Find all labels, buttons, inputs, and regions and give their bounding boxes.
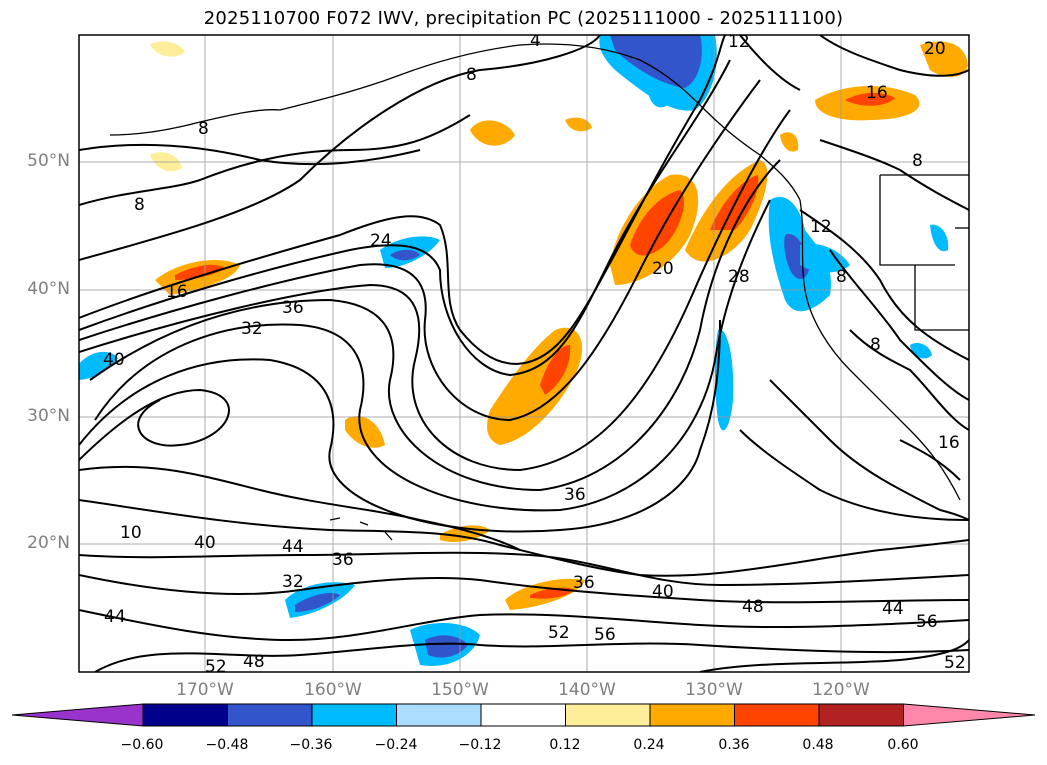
iwv-contours <box>79 35 969 672</box>
contour-label: 28 <box>728 267 750 287</box>
lon-label: 150°W <box>431 680 489 700</box>
contour-label: 20 <box>924 39 946 59</box>
colorbar-tick-label: 0.60 <box>887 737 919 753</box>
colorbar-tick-label: −0.12 <box>458 737 502 753</box>
contour-label: 36 <box>564 485 586 505</box>
contour-label: 20 <box>652 259 674 279</box>
contour-label: 12 <box>810 217 832 237</box>
colorbar-tick-label: −0.60 <box>120 737 164 753</box>
colorbar-bin <box>311 703 397 727</box>
contour-label: 32 <box>241 319 263 339</box>
colorbar-bin <box>734 703 820 727</box>
contour-labels: 4 12 20 8 16 8 8 24 36 32 16 40 20 28 12… <box>103 31 966 677</box>
contour-label: 4 <box>530 31 541 51</box>
contour-label: 40 <box>652 582 674 602</box>
contour-label: 36 <box>573 573 595 593</box>
colorbar-bin <box>649 703 735 727</box>
colorbar-bin <box>480 703 566 727</box>
contour-label: 8 <box>466 65 477 85</box>
colorbar-bin <box>565 703 651 727</box>
contour-label: 36 <box>282 298 304 318</box>
contour-label: 12 <box>728 32 750 52</box>
lon-label: 130°W <box>685 680 743 700</box>
colorbar-tick-label: −0.48 <box>205 737 249 753</box>
contour-label: 32 <box>282 572 304 592</box>
colorbar-tick-label: −0.36 <box>289 737 333 753</box>
lon-label: 170°W <box>176 680 234 700</box>
contour-label: 8 <box>134 195 145 215</box>
contour-label: 52 <box>944 653 966 673</box>
lat-label: 40°N <box>27 279 70 299</box>
contour-label: 8 <box>198 119 209 139</box>
colorbar-bin <box>142 703 228 727</box>
contour-label: 48 <box>243 652 265 672</box>
colorbar-bin <box>227 703 313 727</box>
contour-label: 10 <box>120 523 142 543</box>
contour-label: 36 <box>332 550 354 570</box>
contour-label: 8 <box>912 151 923 171</box>
contour-label: 16 <box>866 83 888 103</box>
contour-label: 8 <box>870 335 881 355</box>
contour-label: 44 <box>282 537 304 557</box>
map-frame <box>78 34 970 673</box>
contour-label: 52 <box>548 623 570 643</box>
contour-label: 56 <box>594 625 616 645</box>
colorbar-tick-label: 0.36 <box>718 737 750 753</box>
precip-positive-anomalies <box>150 41 968 610</box>
colorbar-extend-high <box>903 703 1036 727</box>
contour-label: 16 <box>938 433 960 453</box>
colorbar-bin <box>396 703 482 727</box>
lon-label: 120°W <box>812 680 870 700</box>
lat-label: 50°N <box>27 151 70 171</box>
lat-label: 20°N <box>27 533 70 553</box>
lon-label: 140°W <box>558 680 616 700</box>
lat-label: 30°N <box>27 406 70 426</box>
contour-label: 40 <box>194 533 216 553</box>
colorbar-tick-label: 0.24 <box>633 737 665 753</box>
colorbar-tick-label: −0.24 <box>374 737 418 753</box>
colorbar-bin <box>818 703 904 727</box>
contour-label: 44 <box>882 599 904 619</box>
colorbar <box>11 703 1036 727</box>
lon-label: 160°W <box>304 680 362 700</box>
colorbar-tick-label: 0.48 <box>802 737 834 753</box>
contour-label: 44 <box>104 607 126 627</box>
map-title: 2025110700 F072 IWV, precipitation PC (2… <box>203 8 844 29</box>
coastlines <box>109 43 969 541</box>
contour-label: 16 <box>166 282 188 302</box>
contour-label: 8 <box>836 267 847 287</box>
contour-label: 52 <box>205 657 227 677</box>
contour-label: 24 <box>370 231 392 251</box>
contour-label: 48 <box>742 597 764 617</box>
colorbar-extend-low <box>11 703 144 727</box>
contour-label: 40 <box>103 350 125 370</box>
contour-label: 56 <box>916 612 938 632</box>
colorbar-tick-label: 0.12 <box>549 737 581 753</box>
